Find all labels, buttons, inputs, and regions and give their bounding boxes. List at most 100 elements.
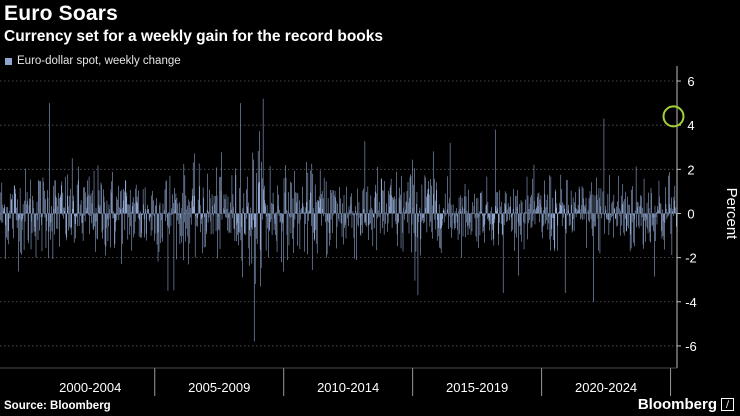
bar bbox=[214, 211, 216, 214]
bar bbox=[579, 209, 581, 214]
bar bbox=[612, 201, 614, 214]
bar bbox=[362, 190, 364, 214]
bar bbox=[154, 213, 155, 241]
bar bbox=[28, 213, 29, 244]
bar bbox=[106, 200, 108, 214]
bar bbox=[138, 190, 139, 214]
bar bbox=[331, 189, 333, 214]
bar bbox=[198, 163, 200, 214]
bar bbox=[629, 204, 630, 214]
bar bbox=[578, 186, 580, 214]
bar bbox=[199, 205, 201, 214]
bar bbox=[409, 197, 410, 214]
bar bbox=[593, 213, 595, 222]
bar bbox=[552, 213, 553, 218]
bar bbox=[538, 206, 539, 214]
bar bbox=[98, 190, 100, 214]
bar bbox=[554, 213, 555, 251]
bar bbox=[56, 197, 58, 214]
bar bbox=[483, 213, 485, 232]
bar-series bbox=[0, 98, 678, 342]
bar bbox=[89, 213, 90, 235]
bar bbox=[383, 213, 385, 235]
bar bbox=[457, 213, 458, 231]
bar bbox=[185, 209, 187, 214]
bar bbox=[175, 193, 177, 214]
bar bbox=[228, 213, 229, 219]
bar bbox=[205, 213, 207, 231]
bar bbox=[630, 213, 631, 235]
bar bbox=[646, 202, 648, 214]
bar bbox=[116, 196, 117, 214]
bar bbox=[112, 213, 114, 219]
bar bbox=[623, 213, 625, 233]
bar bbox=[169, 213, 170, 235]
bar bbox=[354, 213, 355, 259]
bar bbox=[451, 213, 452, 238]
bar bbox=[162, 203, 164, 214]
bar bbox=[453, 213, 454, 214]
bar bbox=[522, 213, 524, 214]
bar bbox=[165, 181, 167, 214]
bar bbox=[399, 187, 400, 214]
axis-labels: 6 4 2 0 -2 -4 -6 Percent 2000-2004 2005-2009 2010-… bbox=[59, 74, 740, 395]
bar bbox=[339, 186, 340, 214]
bar bbox=[496, 208, 498, 214]
bar bbox=[572, 213, 573, 230]
bar bbox=[127, 213, 129, 240]
bar bbox=[371, 210, 373, 214]
bar bbox=[124, 180, 126, 214]
bar bbox=[590, 213, 592, 220]
bar bbox=[293, 213, 295, 228]
bar bbox=[404, 213, 405, 220]
bar bbox=[57, 213, 59, 230]
bar bbox=[291, 182, 292, 214]
bar bbox=[63, 207, 65, 214]
bar bbox=[402, 213, 404, 252]
bar bbox=[628, 213, 629, 229]
bar bbox=[166, 180, 167, 214]
bar bbox=[437, 213, 439, 220]
bar bbox=[353, 213, 355, 239]
bar bbox=[469, 213, 471, 223]
bar bbox=[192, 162, 194, 214]
bar bbox=[396, 213, 398, 235]
bar bbox=[533, 164, 535, 214]
bar bbox=[171, 208, 172, 214]
bar bbox=[588, 213, 589, 221]
bar bbox=[296, 192, 298, 214]
bar bbox=[2, 213, 4, 223]
bar bbox=[387, 213, 389, 224]
bar bbox=[47, 190, 48, 214]
bar bbox=[83, 213, 85, 216]
bar bbox=[383, 213, 384, 222]
bar bbox=[41, 213, 43, 252]
bar bbox=[223, 208, 224, 214]
axes bbox=[0, 66, 685, 396]
bar bbox=[148, 209, 149, 214]
bar bbox=[277, 185, 278, 214]
bar bbox=[131, 213, 133, 251]
bar bbox=[304, 212, 306, 214]
bar bbox=[204, 213, 206, 214]
bar bbox=[411, 213, 413, 225]
bar bbox=[271, 213, 273, 236]
bar bbox=[385, 213, 387, 214]
bar bbox=[172, 212, 174, 214]
bar bbox=[670, 208, 671, 214]
bar bbox=[580, 213, 581, 220]
bar bbox=[614, 208, 616, 214]
bar bbox=[352, 211, 354, 214]
bar bbox=[142, 189, 144, 214]
bar bbox=[460, 195, 461, 214]
bar bbox=[234, 213, 235, 230]
bar bbox=[84, 187, 85, 214]
bar bbox=[422, 213, 424, 219]
bar bbox=[266, 213, 267, 217]
bar bbox=[273, 204, 274, 214]
bar bbox=[391, 213, 393, 228]
bar bbox=[569, 213, 570, 217]
bar bbox=[580, 213, 582, 219]
bar bbox=[432, 151, 434, 214]
bar bbox=[302, 186, 303, 214]
